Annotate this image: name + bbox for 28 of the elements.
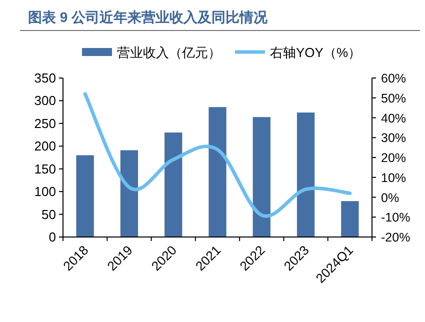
y-tick-label: 250	[34, 116, 56, 131]
legend-label: 营业收入（亿元）	[117, 45, 221, 60]
y2-tick-label: -20%	[381, 230, 410, 244]
bar	[296, 112, 315, 237]
y-tick-label: 300	[34, 93, 56, 108]
legend-label: 右轴YOY（%）	[270, 45, 362, 60]
bar	[341, 201, 359, 237]
bar	[120, 150, 138, 237]
y2-tick-label: 40%	[381, 111, 406, 126]
y-tick-label: 0	[48, 230, 56, 244]
y2-tick-label: 20%	[381, 151, 406, 165]
bar	[252, 117, 270, 237]
bar	[76, 155, 94, 237]
y2-tick-label: 50%	[381, 91, 406, 106]
y-tick-label: 50	[42, 206, 56, 222]
bar	[208, 107, 226, 237]
y2-tick-label: 10%	[381, 170, 406, 185]
y2-tick-label: 60%	[381, 72, 406, 86]
chart-title: 图表 9 公司近年来营业收入及同比情况	[28, 9, 269, 25]
y2-tick-label: -10%	[381, 210, 410, 225]
y-tick-label: 350	[34, 70, 56, 86]
y-tick-label: 100	[34, 184, 56, 200]
line-series	[83, 92, 352, 218]
bar	[164, 132, 182, 237]
y-tick-label: 150	[34, 161, 56, 176]
y2-tick-label: 0%	[381, 190, 400, 205]
y-tick-label: 200	[34, 138, 56, 154]
y2-tick-label: 30%	[381, 131, 406, 146]
